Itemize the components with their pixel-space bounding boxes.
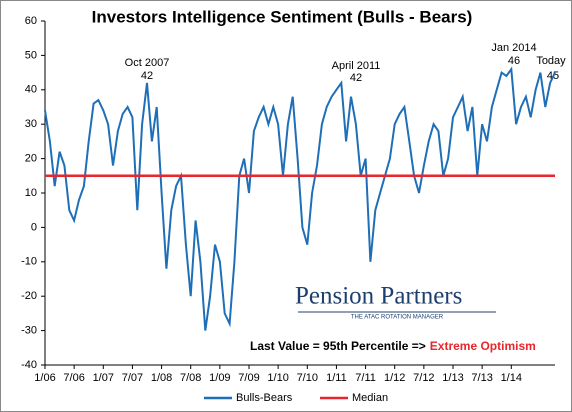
- x-tick-label: 7/10: [297, 372, 318, 384]
- x-tick-label: 1/14: [501, 372, 522, 384]
- annotation-value: 42: [141, 70, 153, 82]
- legend-label: Bulls-Bears: [236, 392, 293, 404]
- y-tick-label: 60: [25, 15, 37, 27]
- note: Last Value = 95th Percentile => Extreme O…: [250, 339, 536, 353]
- y-tick-label: 40: [25, 84, 37, 96]
- y-tick-label: 0: [31, 221, 37, 233]
- x-tick-label: 7/13: [471, 372, 492, 384]
- x-tick-label: 1/08: [151, 372, 172, 384]
- annotation-label: Today: [536, 55, 566, 67]
- annotation-value: 46: [508, 55, 520, 67]
- chart-title: Investors Intelligence Sentiment (Bulls …: [92, 7, 473, 26]
- y-tick-label: 30: [25, 118, 37, 130]
- x-tick-label: 1/10: [267, 372, 288, 384]
- logo-tagline: THE ATAC ROTATION MANAGER: [351, 315, 444, 321]
- annotation-label: Jan 2014: [491, 42, 536, 54]
- x-tick-label: 1/11: [326, 372, 347, 384]
- annotation-label: Oct 2007: [125, 57, 170, 69]
- x-tick-label: 7/09: [238, 372, 259, 384]
- x-tick-label: 1/13: [442, 372, 463, 384]
- y-tick-label: -30: [21, 325, 37, 337]
- note-text: Last Value = 95th Percentile =>: [250, 339, 426, 353]
- x-tick-label: 7/07: [122, 372, 143, 384]
- x-tick-label: 1/07: [93, 372, 114, 384]
- y-tick-label: 50: [25, 49, 37, 61]
- annotation-value: 42: [350, 72, 362, 84]
- x-tick-label: 7/08: [180, 372, 201, 384]
- x-tick-label: 1/12: [384, 372, 405, 384]
- y-tick-label: 20: [25, 153, 37, 165]
- x-tick-label: 1/09: [209, 372, 230, 384]
- x-tick-label: 7/12: [413, 372, 434, 384]
- y-tick-label: 10: [25, 187, 37, 199]
- x-tick-label: 7/06: [63, 372, 84, 384]
- logo-name: Pension Partners: [295, 283, 462, 310]
- y-tick-label: -40: [21, 359, 37, 371]
- x-tick-label: 1/06: [34, 372, 55, 384]
- x-tick-label: 7/11: [355, 372, 376, 384]
- data-line: [44, 66, 556, 331]
- annotation-label: April 2011: [332, 60, 381, 72]
- y-tick-label: -10: [21, 256, 37, 268]
- legend-label: Median: [352, 392, 388, 404]
- y-tick-label: -20: [21, 290, 37, 302]
- note-highlight: Extreme Optimism: [430, 339, 536, 353]
